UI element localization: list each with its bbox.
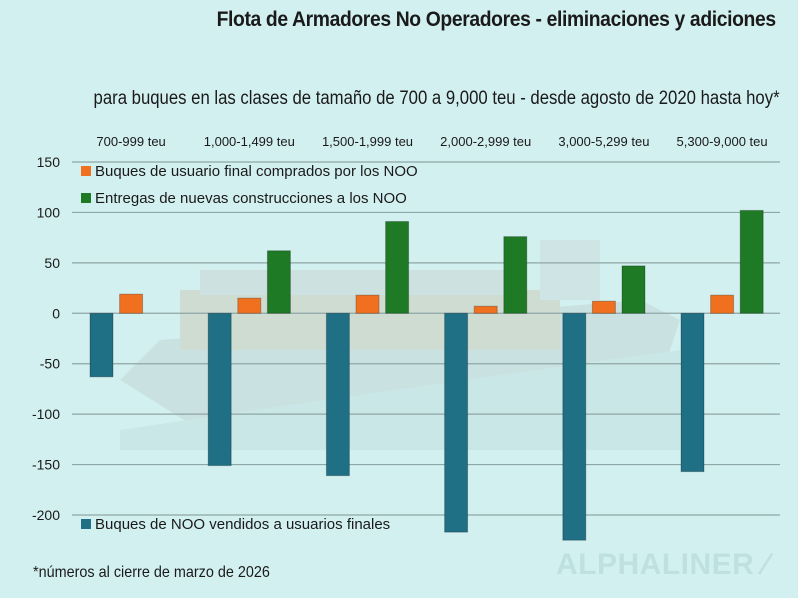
bar-newbuild (503, 236, 528, 314)
footnote: *números al cierre de marzo de 2026 (33, 564, 270, 581)
chart-title: Flota de Armadores No Operadores - elimi… (216, 8, 776, 31)
category-label: 2,000-2,999 teu (440, 134, 531, 149)
watermark-text: ALPHALINER (556, 548, 755, 581)
y-tick-label: -200 (32, 507, 60, 523)
legend-label: Buques de NOO vendidos a usuarios finale… (95, 516, 390, 533)
category-label: 700-999 teu (96, 134, 165, 149)
legend-label: Entregas de nuevas construcciones a los … (95, 190, 407, 207)
y-axis-ticks: 150 100 50 0 -50 -100 -150 -200 (32, 154, 60, 523)
bar-bought (710, 294, 735, 314)
legend: Buques de usuario final comprados por lo… (81, 163, 418, 533)
bar-newbuild (266, 250, 291, 314)
category-label: 5,300-9,000 teu (677, 134, 768, 149)
bar-sold (562, 312, 587, 541)
category-label: 1,500-1,999 teu (322, 134, 413, 149)
bar-bought (237, 297, 262, 314)
y-tick-label: -50 (40, 356, 60, 372)
y-tick-label: -100 (32, 406, 60, 422)
bar-sold (325, 312, 350, 477)
y-tick-label: 0 (52, 305, 60, 321)
y-tick-label: -150 (32, 457, 60, 473)
y-tick-label: 100 (37, 204, 61, 220)
bar-bought (473, 305, 498, 314)
y-tick-label: 150 (37, 154, 61, 170)
bar-sold (444, 312, 469, 533)
bar-newbuild (739, 209, 764, 314)
legend-label: Buques de usuario final comprados por lo… (95, 163, 418, 180)
bar-sold (680, 312, 705, 473)
legend-swatch (81, 193, 91, 203)
slash-logo-icon: ⁄ (754, 548, 769, 581)
legend-swatch (81, 519, 91, 529)
gridlines (72, 161, 780, 516)
y-tick-label: 50 (44, 255, 60, 271)
category-label: 3,000-5,299 teu (558, 134, 649, 149)
category-labels: 700-999 teu 1,000-1,499 teu 1,500-1,999 te… (96, 134, 767, 149)
legend-swatch (81, 166, 91, 176)
bar-sold (89, 312, 114, 378)
bar-newbuild (621, 265, 646, 314)
bar-sold (207, 312, 232, 467)
chart-subtitle: para buques en las clases de tamaño de 7… (93, 88, 780, 109)
bars (89, 209, 764, 541)
alphaliner-watermark: ALPHALINER ⁄ (556, 548, 769, 582)
category-label: 1,000-1,499 teu (204, 134, 295, 149)
bar-newbuild (385, 221, 410, 314)
bar-bought (355, 294, 380, 314)
bar-bought (591, 300, 616, 314)
bar-bought (119, 293, 144, 314)
